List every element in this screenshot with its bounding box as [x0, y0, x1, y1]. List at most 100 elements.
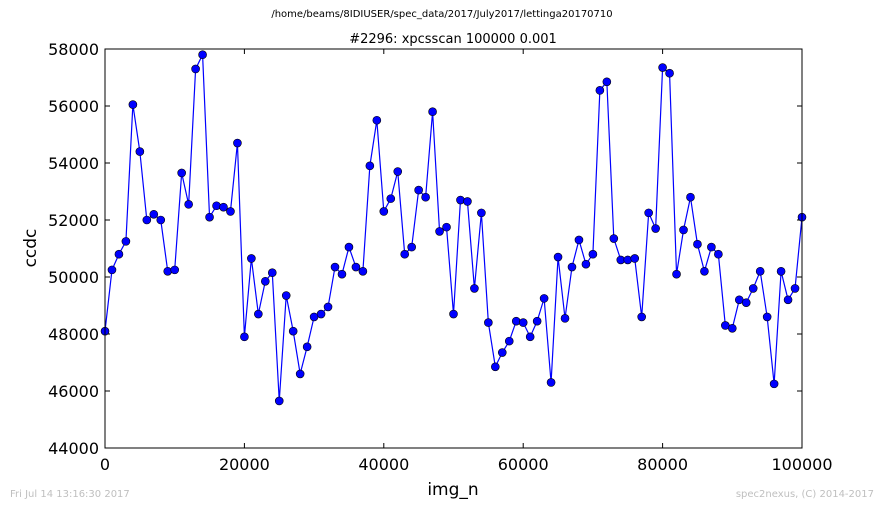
data-point — [595, 86, 605, 95]
data-point — [707, 242, 716, 252]
x-axis-label: img_n — [427, 480, 478, 500]
data-point — [288, 326, 298, 336]
data-point — [247, 254, 256, 263]
data-point — [121, 237, 131, 246]
y-tick-label: 48000 — [48, 325, 99, 344]
data-point — [581, 259, 591, 269]
data-point — [511, 316, 521, 326]
x-tick-label: 0 — [100, 455, 110, 474]
data-point — [407, 242, 416, 252]
x-tick-label: 20000 — [219, 455, 270, 474]
data-point — [149, 210, 159, 219]
plot-title: #2296: xpcsscan 100000 0.001 — [349, 32, 557, 47]
data-point — [741, 298, 751, 307]
data-point — [254, 309, 263, 319]
data-point — [107, 265, 117, 275]
data-point — [142, 215, 152, 225]
data-point — [497, 348, 507, 357]
data-point — [114, 249, 124, 259]
y-axis-label: ccdc — [21, 229, 41, 268]
data-point — [651, 224, 660, 233]
data-point — [602, 77, 612, 87]
data-point — [191, 64, 200, 74]
data-point — [365, 161, 375, 171]
data-point — [588, 249, 598, 259]
data-point — [358, 266, 368, 276]
data-point — [163, 266, 173, 276]
data-point — [198, 50, 207, 60]
data-point — [755, 266, 765, 276]
data-point — [323, 302, 333, 312]
x-tick-label: 100000 — [771, 455, 832, 474]
data-point — [560, 314, 570, 323]
y-tick-label: 56000 — [48, 97, 99, 116]
data-point — [484, 318, 493, 327]
data-point — [205, 212, 214, 222]
data-point — [525, 332, 535, 342]
data-point — [665, 68, 674, 78]
y-tick-label: 44000 — [48, 439, 99, 458]
data-point — [379, 207, 389, 216]
data-point — [539, 294, 549, 303]
data-point — [518, 318, 528, 327]
data-point — [790, 284, 800, 293]
data-point — [337, 269, 347, 279]
data-point — [233, 138, 242, 148]
data-point — [574, 235, 584, 245]
data-point — [261, 276, 270, 286]
data-point — [330, 262, 340, 272]
data-point — [442, 222, 451, 232]
axes: 0 20000 40000 60000 80000 100000 44000 46000 480… — [48, 40, 832, 474]
data-point — [135, 147, 145, 156]
data-point — [156, 215, 166, 225]
data-point — [491, 362, 500, 372]
data-point — [623, 255, 633, 265]
data-point — [316, 309, 326, 319]
x-tick-label: 80000 — [637, 455, 688, 474]
data-point — [295, 369, 305, 379]
data-point — [762, 312, 772, 322]
data-point — [769, 379, 779, 389]
data-point — [400, 249, 410, 259]
data-point — [170, 265, 179, 275]
data-point — [700, 266, 709, 276]
data-point — [783, 295, 793, 305]
footer-credit: spec2nexus, (C) 2014-2017 — [735, 489, 874, 500]
data-point — [393, 167, 403, 176]
data-point — [421, 192, 430, 202]
data-point — [658, 63, 667, 72]
data-point — [212, 201, 221, 211]
data-point — [128, 100, 138, 109]
data-point — [281, 291, 291, 300]
plot-frame — [104, 48, 803, 449]
data-point — [477, 208, 486, 218]
data-point — [776, 266, 786, 276]
data-point — [184, 200, 193, 209]
data-point — [470, 284, 479, 293]
y-tick-label: 52000 — [48, 211, 99, 230]
data-point — [351, 262, 361, 272]
data-point — [267, 268, 277, 278]
data-point — [532, 316, 542, 326]
data-point — [302, 342, 312, 352]
data-point — [463, 197, 472, 206]
data-point — [672, 269, 681, 279]
data-point — [686, 192, 695, 202]
data-point — [679, 225, 688, 235]
series-line — [104, 54, 803, 402]
data-point — [727, 323, 737, 333]
figure-suptitle: /home/beams/8IDIUSER/spec_data/2017/July… — [271, 9, 613, 20]
series-layer — [100, 50, 807, 406]
data-point — [714, 249, 723, 259]
data-point — [748, 284, 758, 293]
data-point — [226, 207, 235, 216]
data-point — [435, 227, 444, 236]
data-point — [449, 309, 458, 319]
data-point — [609, 234, 619, 243]
data-point — [567, 262, 577, 272]
data-point — [644, 208, 653, 218]
data-point — [630, 254, 640, 263]
data-point — [428, 107, 437, 116]
x-tick-label: 60000 — [498, 455, 549, 474]
